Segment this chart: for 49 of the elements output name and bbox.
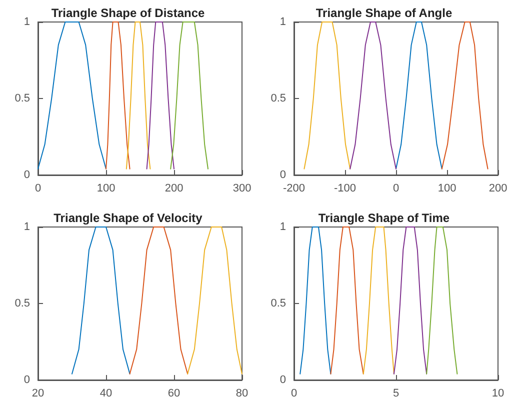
chart-title: Triangle Shape of Time	[318, 211, 450, 225]
x-tick-label: 40	[100, 388, 112, 400]
y-tick-label: 1	[24, 221, 30, 233]
line-series	[72, 226, 130, 374]
line-series	[300, 226, 332, 374]
x-tick-label: 0	[392, 182, 400, 194]
x-tick-label: -100	[334, 182, 356, 194]
y-tick-label: 0	[280, 374, 286, 386]
line-series	[146, 22, 174, 170]
x-tick-label: 100	[438, 182, 456, 194]
line-series	[106, 22, 130, 170]
y-tick-label: 0.5	[270, 92, 286, 104]
y-tick-label: 0.5	[14, 298, 30, 310]
chart-title: Triangle Shape of Angle	[316, 6, 452, 20]
y-tick-label: 0	[24, 374, 30, 386]
y-tick-label: 0.5	[14, 92, 30, 104]
line-series	[129, 226, 188, 374]
y-tick-label: 0	[24, 169, 30, 181]
x-tick-label: 100	[96, 182, 116, 194]
line-series	[396, 22, 442, 170]
line-series	[426, 226, 458, 374]
line-series	[187, 226, 242, 374]
line-series	[126, 22, 151, 170]
line-series	[38, 22, 106, 170]
x-tick-label: 5	[392, 388, 400, 400]
x-tick-label: 20	[32, 388, 44, 400]
y-tick-label: 1	[24, 16, 30, 28]
x-tick-label: 0	[290, 388, 298, 400]
line-series	[304, 22, 351, 170]
line-series	[441, 22, 488, 170]
line-series	[170, 22, 208, 170]
y-tick-label: 1	[280, 16, 286, 28]
x-tick-label: 10	[492, 388, 504, 400]
line-series	[362, 226, 394, 374]
y-tick-label: 1	[280, 221, 286, 233]
y-tick-label: 0	[280, 169, 286, 181]
x-tick-label: 60	[168, 388, 180, 400]
chart-title: Triangle Shape of Velocity	[54, 211, 203, 225]
chart-title: Triangle Shape of Distance	[51, 6, 206, 20]
x-tick-label: -200	[282, 182, 306, 194]
y-tick-label: 0.5	[270, 298, 286, 310]
x-tick-label: 0	[34, 182, 42, 194]
line-series	[393, 226, 428, 374]
x-tick-label: 80	[236, 388, 248, 400]
line-series	[330, 226, 364, 374]
x-tick-label: 300	[232, 182, 252, 194]
x-tick-label: 200	[164, 182, 184, 194]
x-tick-label: 200	[488, 182, 508, 194]
line-series	[350, 22, 396, 170]
